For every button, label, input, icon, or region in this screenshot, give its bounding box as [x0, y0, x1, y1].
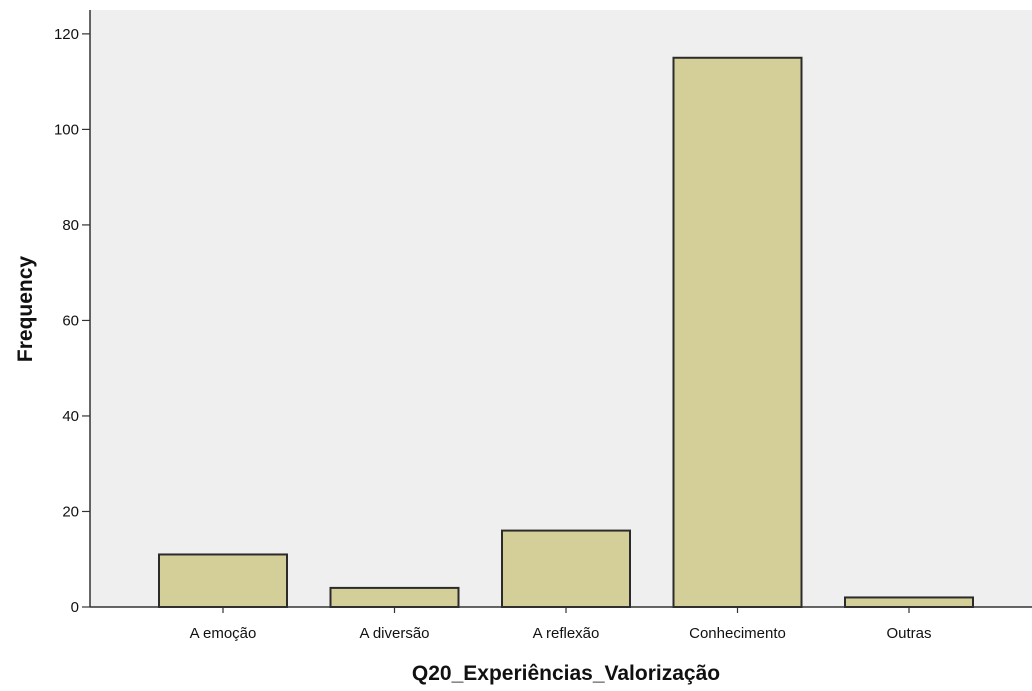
y-tick-label: 100: [54, 121, 79, 138]
y-tick-label: 120: [54, 26, 79, 43]
y-tick-label: 80: [62, 217, 79, 234]
y-tick-label: 0: [71, 599, 79, 616]
x-axis-title: Q20_Experiências_Valorização: [412, 662, 720, 685]
x-tick-label: A reflexão: [533, 625, 600, 642]
x-axis-ticks: A emoção A diversão A reflexão Conhecimento…: [190, 607, 932, 642]
y-tick-label: 60: [62, 312, 79, 329]
y-axis-title: Frequency: [14, 256, 37, 363]
bar-3: [672, 56, 803, 608]
x-tick-label: Conhecimento: [689, 625, 786, 642]
y-tick-label: 20: [62, 503, 79, 520]
bar-1: [329, 586, 460, 608]
bars-group: [158, 56, 974, 608]
bar-0: [158, 553, 288, 608]
x-tick-label: A diversão: [359, 625, 429, 642]
y-axis-ticks: 0 20 40 60 80 100 120: [54, 26, 90, 616]
y-tick-label: 40: [62, 408, 79, 425]
plot-area: [90, 10, 1032, 607]
x-tick-label: Outras: [886, 625, 931, 642]
bar-4: [844, 596, 974, 608]
x-tick-label: A emoção: [190, 625, 257, 642]
bar-2: [501, 529, 631, 608]
